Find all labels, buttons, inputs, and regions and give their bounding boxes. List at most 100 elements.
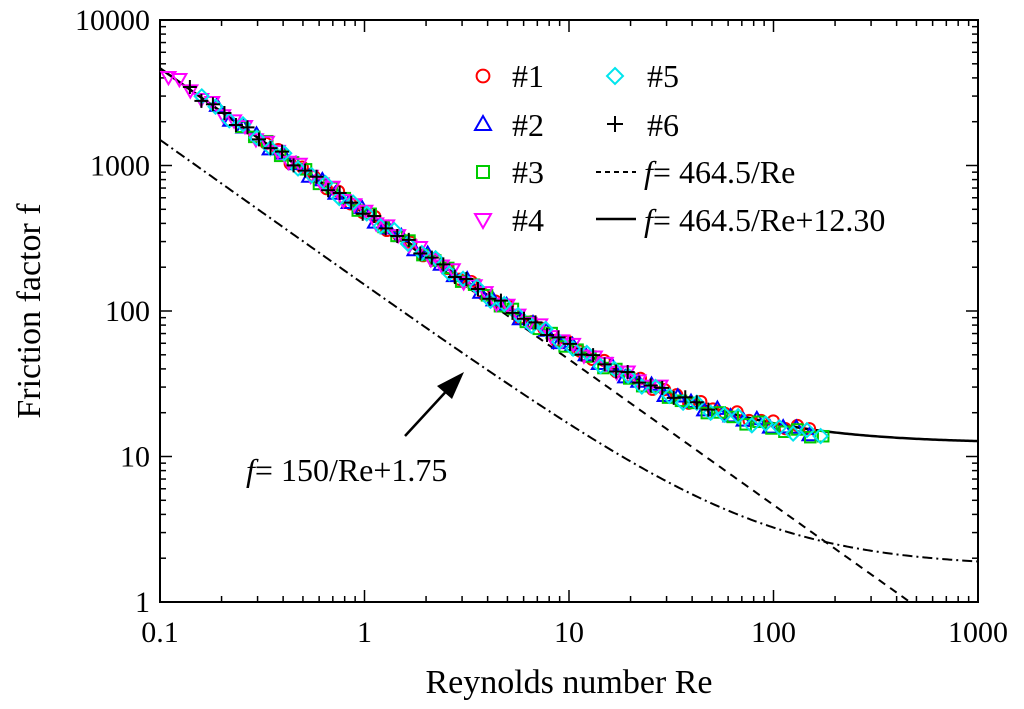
- data-point: [344, 194, 362, 211]
- legend-marker-6: [607, 116, 623, 132]
- data-point: [355, 206, 370, 221]
- data-point: [248, 129, 266, 147]
- data-point: [298, 163, 313, 178]
- data-point: [252, 132, 267, 147]
- data-point: [332, 186, 347, 201]
- data-point: [752, 415, 765, 429]
- annotation-ergun: f= 150/Re+1.75: [246, 372, 464, 488]
- data-point: [493, 293, 508, 308]
- data-point: [203, 95, 221, 112]
- legend-label-2: #2: [512, 107, 544, 143]
- data-point: [607, 116, 623, 132]
- data-point: [729, 407, 747, 425]
- data-point: [726, 410, 739, 424]
- data-point: [205, 97, 220, 112]
- data-point: [443, 263, 462, 279]
- data-point: [632, 375, 647, 390]
- data-point: [459, 272, 474, 287]
- data-point: [170, 73, 189, 89]
- data-point: [528, 315, 543, 330]
- x-tick-label-0: 0.1: [141, 616, 179, 649]
- legend-label-3: #3: [512, 154, 544, 190]
- data-point: [263, 141, 278, 156]
- data-point: [643, 378, 658, 393]
- data-point: [688, 394, 706, 412]
- data-point: [715, 406, 733, 424]
- data-point: [159, 71, 178, 87]
- data-point: [812, 427, 830, 445]
- data-point: [586, 348, 601, 363]
- data-point: [228, 118, 243, 133]
- y-tick-label-3: 1000: [90, 150, 150, 183]
- legend-label-1: #1: [512, 58, 544, 94]
- data-point: [309, 169, 324, 184]
- data-point: [378, 221, 393, 236]
- data-point: [401, 232, 416, 247]
- data-point: [330, 189, 348, 207]
- data-point: [701, 402, 716, 417]
- legend-label-6: #6: [647, 107, 679, 143]
- curve-solid: [159, 67, 979, 443]
- data-point: [436, 257, 451, 272]
- data-point: [655, 386, 674, 402]
- data-point: [321, 183, 336, 198]
- data-point: [597, 357, 612, 372]
- plot-frame: [159, 19, 979, 603]
- data-point: [633, 378, 651, 395]
- series-6: [182, 80, 716, 417]
- data-point: [551, 330, 566, 345]
- data-point: [700, 406, 714, 420]
- data-point: [344, 195, 359, 210]
- annotation-arrow-head: [437, 372, 464, 399]
- data-point: [471, 283, 490, 299]
- data-point: [473, 213, 493, 231]
- data-point: [424, 250, 439, 265]
- data-point: [791, 423, 804, 436]
- data-point: [262, 139, 279, 157]
- legend-label-5: #5: [647, 58, 679, 94]
- x-tick-label-2: 10: [554, 616, 584, 649]
- data-point: [689, 395, 704, 410]
- data-point: [468, 278, 486, 296]
- legend-marker-4: [473, 213, 493, 231]
- data-point: [516, 311, 531, 326]
- data-point: [757, 415, 775, 433]
- data-point: [475, 68, 491, 84]
- data-point: [505, 305, 520, 320]
- data-point: [798, 421, 816, 439]
- data-point: [531, 318, 549, 334]
- data-point: [447, 269, 462, 284]
- data-point: [275, 144, 290, 159]
- data-point: [399, 235, 417, 253]
- legend-label-4: #4: [512, 202, 544, 238]
- legend-solid-label: f= 464.5/Re+12.30: [644, 202, 885, 238]
- data-point: [413, 244, 431, 262]
- y-tick-label-2: 100: [105, 295, 150, 328]
- data-point: [532, 322, 546, 336]
- legend-marker-1: [475, 68, 491, 84]
- legend: #1 #2 #3 #4 #5 #6 f= 464.5/Re f= 464.5/R…: [473, 58, 885, 238]
- data-point: [640, 379, 659, 395]
- data-point: [651, 379, 670, 395]
- data-point: [563, 336, 578, 351]
- data-point: [540, 328, 555, 343]
- data-point: [312, 177, 331, 193]
- data-point: [605, 360, 623, 378]
- data-point: [605, 66, 625, 86]
- y-axis-title: Friction factor f: [11, 203, 48, 419]
- data-point: [550, 333, 568, 351]
- data-point: [194, 93, 209, 108]
- annotation-arrow-shaft: [404, 384, 453, 437]
- x-tick-label-4: 1000: [948, 616, 1008, 649]
- data-point: [470, 281, 485, 296]
- data-point: [482, 291, 497, 306]
- data-point: [739, 418, 752, 431]
- data-point: [678, 390, 693, 405]
- legend-dashed-label: f= 464.5/Re: [644, 154, 795, 190]
- data-point: [367, 217, 385, 233]
- data-point: [286, 158, 301, 173]
- data-point: [390, 229, 405, 244]
- data-point: [743, 416, 761, 434]
- x-tick-label-1: 1: [357, 616, 372, 649]
